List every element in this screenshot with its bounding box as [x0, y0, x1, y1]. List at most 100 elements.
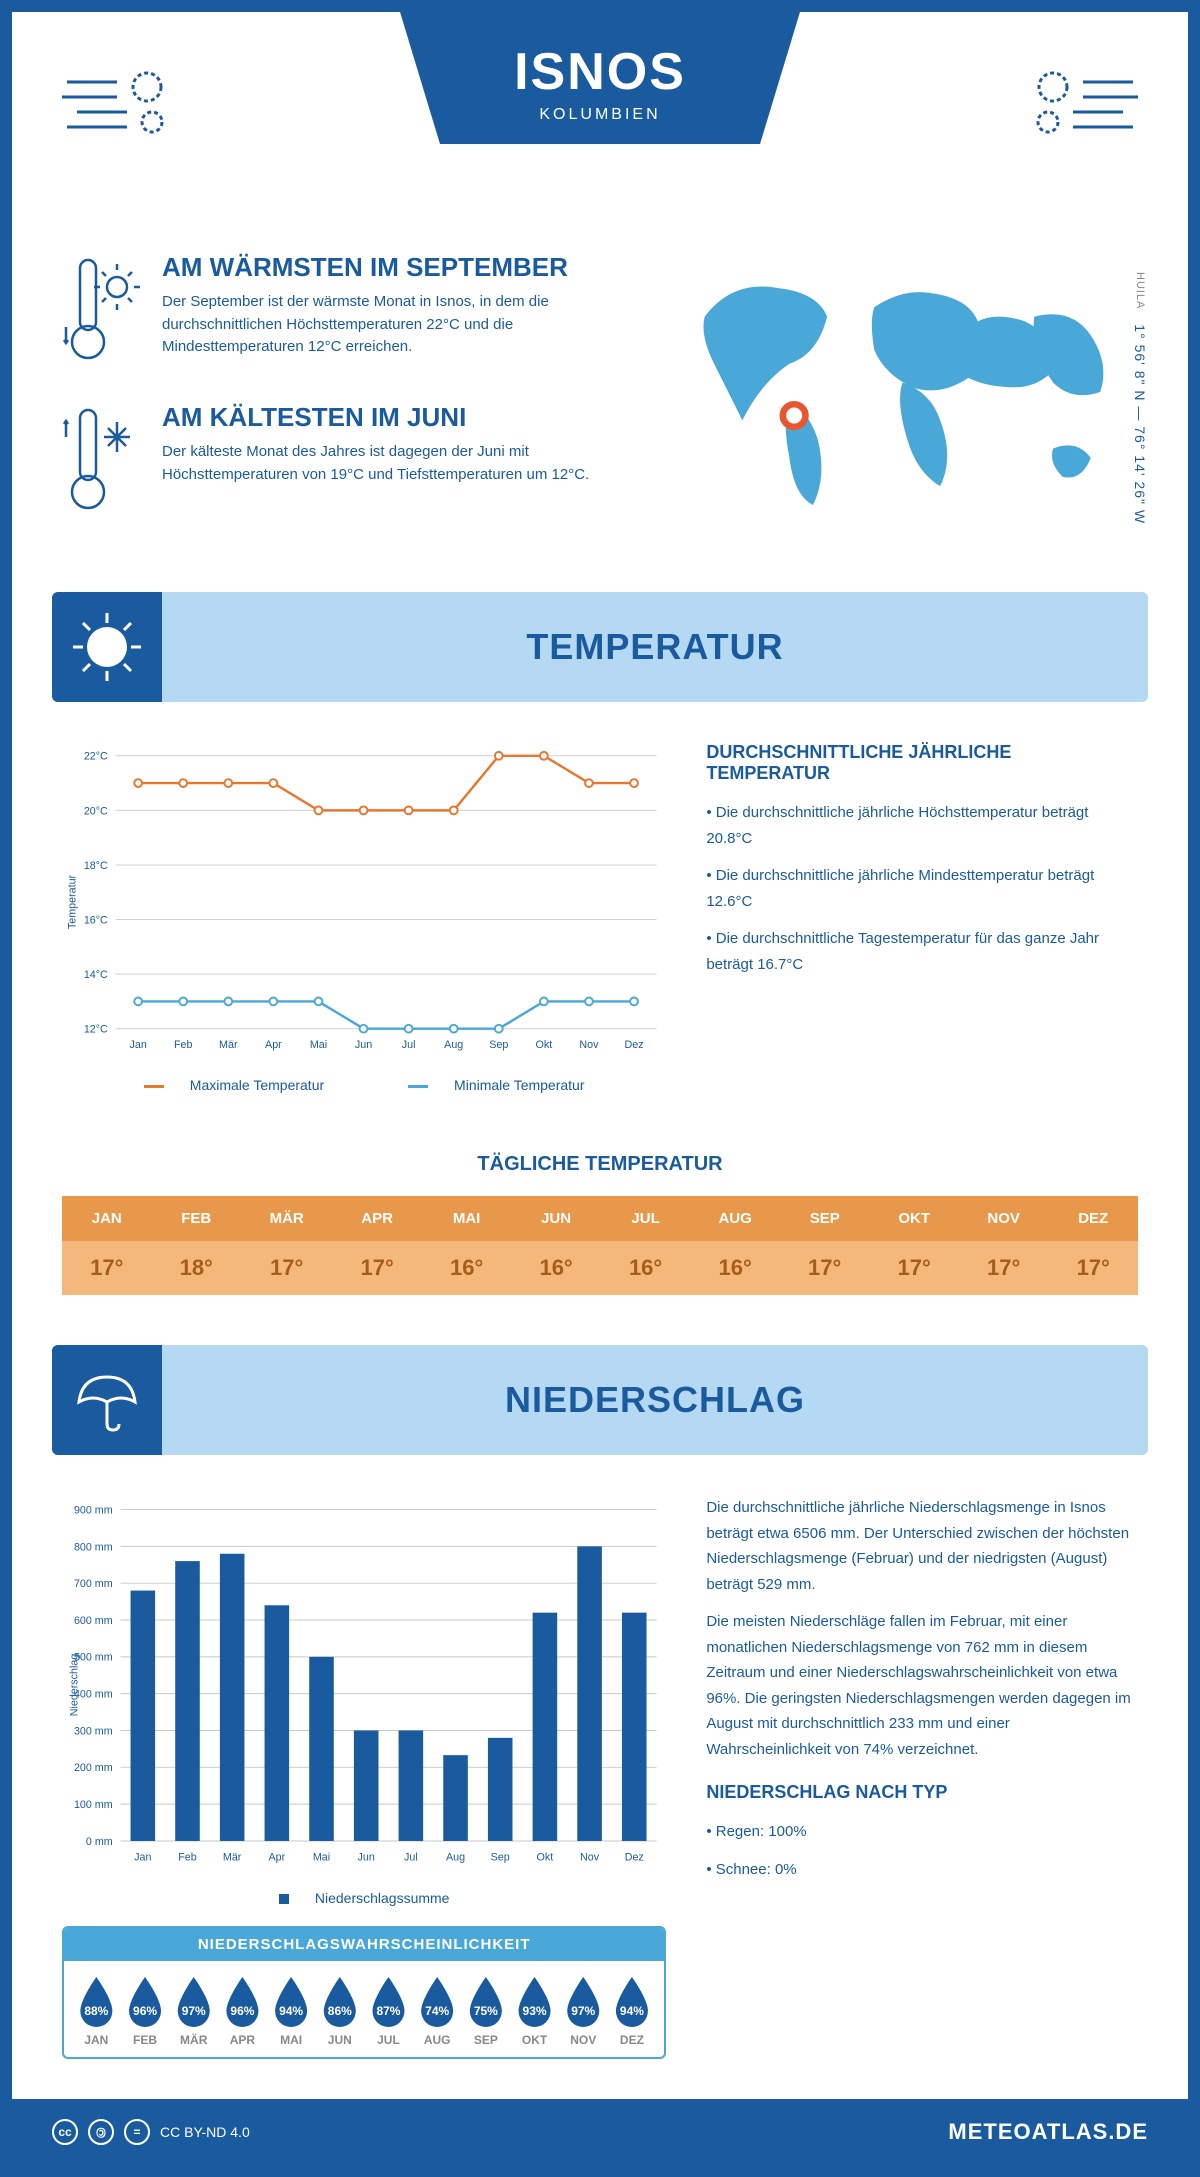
- svg-text:Jun: Jun: [358, 1851, 375, 1863]
- fact-title: AM KÄLTESTEN IM JUNI: [162, 402, 627, 433]
- coordinates: HUILA 1° 56' 8" N — 76° 14' 26" W: [1132, 272, 1148, 524]
- temp-value: 17°: [241, 1241, 332, 1295]
- section-title: NIEDERSCHLAG: [505, 1379, 805, 1421]
- temp-value: 17°: [869, 1241, 958, 1295]
- fact-text: Der kälteste Monat des Jahres ist dagege…: [162, 441, 627, 486]
- svg-text:Apr: Apr: [265, 1039, 282, 1051]
- month-header: DEZ: [1048, 1196, 1138, 1241]
- svg-text:16°C: 16°C: [84, 914, 108, 926]
- svg-text:18°C: 18°C: [84, 860, 108, 872]
- temperature-line-chart: 12°C14°C16°C18°C20°C22°CJanFebMärAprMaiJ…: [62, 742, 666, 1062]
- svg-text:300 mm: 300 mm: [74, 1725, 113, 1737]
- cc-icon: cc: [52, 2119, 78, 2145]
- infographic-frame: ISNOS KOLUMBIEN AM WÄRMSTEN IM SEPTEMBER…: [0, 0, 1200, 2177]
- header: ISNOS KOLUMBIEN: [12, 12, 1188, 232]
- svg-text:900 mm: 900 mm: [74, 1504, 113, 1516]
- svg-text:Nov: Nov: [580, 1851, 600, 1863]
- prob-item: 94%MAI: [267, 1977, 316, 2047]
- prob-item: 97%MÄR: [169, 1977, 218, 2047]
- svg-text:Feb: Feb: [174, 1039, 193, 1051]
- section-header-temperature: TEMPERATUR: [52, 592, 1148, 702]
- raindrop-icon: 96%: [125, 1977, 165, 2027]
- svg-text:Sep: Sep: [489, 1039, 508, 1051]
- prob-item: 75%SEP: [462, 1977, 511, 2047]
- section-title: TEMPERATUR: [526, 626, 783, 668]
- precipitation-bar-chart: 0 mm100 mm200 mm300 mm400 mm500 mm600 mm…: [62, 1495, 666, 1875]
- temp-value: 16°: [601, 1241, 690, 1295]
- svg-text:600 mm: 600 mm: [74, 1615, 113, 1627]
- daily-temp-heading: TÄGLICHE TEMPERATUR: [62, 1153, 1138, 1176]
- nd-icon: =: [124, 2119, 150, 2145]
- footer: cc 🄯 = CC BY-ND 4.0 METEOATLAS.DE: [12, 2099, 1188, 2165]
- svg-text:Feb: Feb: [178, 1851, 197, 1863]
- month-header: JUL: [601, 1196, 690, 1241]
- license-badge: cc 🄯 = CC BY-ND 4.0: [52, 2119, 250, 2145]
- precip-type: • Schnee: 0%: [706, 1857, 1138, 1883]
- daily-temp-table: JANFEBMÄRAPRMAIJUNJULAUGSEPOKTNOVDEZ 17°…: [62, 1196, 1138, 1295]
- temp-value: 16°: [422, 1241, 511, 1295]
- raindrop-icon: 94%: [271, 1977, 311, 2027]
- prob-item: 96%APR: [218, 1977, 267, 2047]
- month-header: MÄR: [241, 1196, 332, 1241]
- wind-icon: [1008, 52, 1148, 152]
- temp-value: 18°: [151, 1241, 240, 1295]
- svg-text:200 mm: 200 mm: [74, 1762, 113, 1774]
- precip-type: • Regen: 100%: [706, 1819, 1138, 1845]
- month-header: JUN: [511, 1196, 600, 1241]
- world-map-icon: [667, 252, 1138, 532]
- svg-text:Mai: Mai: [310, 1039, 327, 1051]
- svg-text:Jan: Jan: [130, 1039, 147, 1051]
- temp-value: 16°: [690, 1241, 780, 1295]
- svg-text:Jul: Jul: [402, 1039, 416, 1051]
- month-header: FEB: [151, 1196, 240, 1241]
- sun-icon: [67, 607, 147, 687]
- prob-item: 88%JAN: [72, 1977, 121, 2047]
- chart-legend: Niederschlagssumme: [62, 1890, 666, 1906]
- wind-icon: [52, 52, 192, 152]
- svg-text:700 mm: 700 mm: [74, 1578, 113, 1590]
- section-header-precipitation: NIEDERSCHLAG: [52, 1345, 1148, 1455]
- svg-text:Temperatur: Temperatur: [67, 874, 79, 929]
- svg-text:Aug: Aug: [444, 1039, 463, 1051]
- svg-text:20°C: 20°C: [84, 805, 108, 817]
- temp-value: 17°: [780, 1241, 869, 1295]
- raindrop-icon: 94%: [612, 1977, 652, 2027]
- svg-text:Mär: Mär: [223, 1851, 242, 1863]
- temp-value: 17°: [959, 1241, 1048, 1295]
- temp-stat: • Die durchschnittliche jährliche Mindes…: [706, 863, 1138, 914]
- raindrop-icon: 97%: [174, 1977, 214, 2027]
- temp-stats-heading: DURCHSCHNITTLICHE JÄHRLICHE TEMPERATUR: [706, 742, 1138, 784]
- temp-stat: • Die durchschnittliche jährliche Höchst…: [706, 800, 1138, 851]
- raindrop-icon: 75%: [466, 1977, 506, 2027]
- prob-item: 93%OKT: [510, 1977, 559, 2047]
- precip-type-heading: NIEDERSCHLAG NACH TYP: [706, 1782, 1138, 1803]
- svg-text:Okt: Okt: [537, 1851, 554, 1863]
- prob-item: 87%JUL: [364, 1977, 413, 2047]
- raindrop-icon: 86%: [320, 1977, 360, 2027]
- month-header: JAN: [62, 1196, 151, 1241]
- prob-item: 74%AUG: [413, 1977, 462, 2047]
- svg-text:Jul: Jul: [404, 1851, 418, 1863]
- raindrop-icon: 74%: [417, 1977, 457, 2027]
- thermometer-hot-icon: [62, 252, 142, 372]
- month-header: NOV: [959, 1196, 1048, 1241]
- svg-text:14°C: 14°C: [84, 969, 108, 981]
- raindrop-icon: 93%: [515, 1977, 555, 2027]
- prob-item: 86%JUN: [315, 1977, 364, 2047]
- month-header: AUG: [690, 1196, 780, 1241]
- raindrop-icon: 87%: [368, 1977, 408, 2027]
- page-title: ISNOS: [440, 42, 760, 102]
- precipitation-probability-box: NIEDERSCHLAGSWAHRSCHEINLICHKEIT 88%JAN96…: [62, 1926, 666, 2059]
- svg-text:100 mm: 100 mm: [74, 1799, 113, 1811]
- svg-text:Jun: Jun: [355, 1039, 372, 1051]
- svg-text:Nov: Nov: [579, 1039, 599, 1051]
- svg-text:Mär: Mär: [219, 1039, 238, 1051]
- month-header: SEP: [780, 1196, 869, 1241]
- month-header: APR: [332, 1196, 421, 1241]
- temp-value: 17°: [62, 1241, 151, 1295]
- precip-text: Die meisten Niederschläge fallen im Febr…: [706, 1609, 1138, 1762]
- month-header: MAI: [422, 1196, 511, 1241]
- fact-text: Der September ist der wärmste Monat in I…: [162, 291, 627, 359]
- temp-value: 17°: [332, 1241, 421, 1295]
- prob-item: 96%FEB: [121, 1977, 170, 2047]
